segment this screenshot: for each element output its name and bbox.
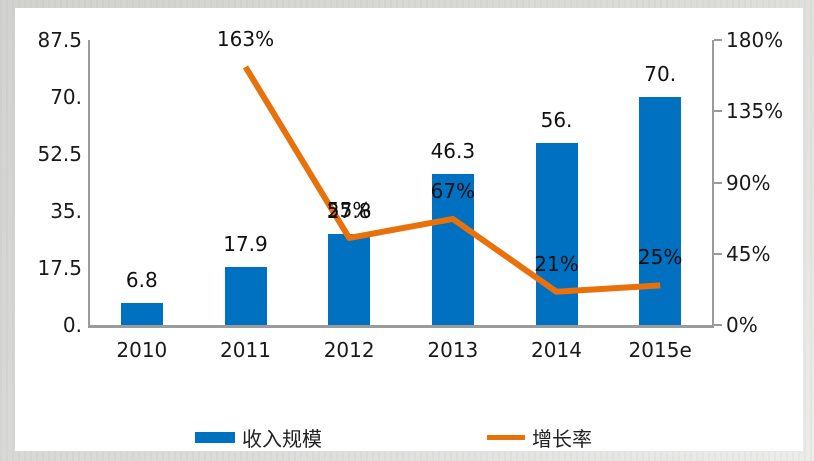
bar-value-label: 70. bbox=[644, 62, 677, 86]
left-axis-line bbox=[88, 40, 90, 325]
right-axis-tick-mark bbox=[714, 39, 722, 41]
bar-value-label: 27.8 bbox=[326, 199, 372, 224]
growth-rate-line bbox=[242, 65, 661, 295]
x-axis-category-label: 2015e bbox=[628, 338, 692, 362]
left-axis-tick-label: 17.5 bbox=[37, 256, 82, 280]
line-series-swatch bbox=[487, 434, 525, 440]
right-axis-tick-mark bbox=[714, 252, 722, 255]
x-axis-category-label: 2010 bbox=[116, 338, 168, 362]
bar-value-label: 6.8 bbox=[125, 267, 158, 292]
right-axis-tick-mark bbox=[714, 181, 722, 184]
left-axis-tick-label: 52.5 bbox=[37, 142, 82, 166]
left-axis-tick-label: 35. bbox=[50, 199, 82, 223]
bar-value-label: 17.9 bbox=[223, 231, 268, 256]
legend-item-growth-rate: 增长率 bbox=[487, 426, 592, 451]
line-value-label: 163% bbox=[216, 26, 275, 51]
line-value-label: 67% bbox=[430, 178, 476, 203]
line-value-label: 21% bbox=[534, 251, 579, 276]
plot-area: 87.5 70. 52.5 35. 17.5 0. 180% 135% 90% 45% 0% 2010… bbox=[15, 8, 803, 451]
revenue-bar bbox=[224, 266, 267, 325]
right-axis-tick-mark bbox=[714, 324, 722, 326]
x-axis-category-label: 2011 bbox=[220, 338, 271, 362]
right-axis-tick-label: 135% bbox=[726, 99, 784, 124]
growth-rate-polyline bbox=[242, 65, 661, 295]
chart-panel: 87.5 70. 52.5 35. 17.5 0. 180% 135% 90% 45% 0% 2010… bbox=[15, 8, 803, 451]
revenue-bar bbox=[328, 234, 371, 325]
right-axis-line bbox=[712, 40, 714, 325]
x-axis-category-label: 2012 bbox=[323, 338, 375, 362]
right-axis-tick-label: 45% bbox=[726, 241, 771, 266]
revenue-bar bbox=[120, 302, 163, 325]
left-axis-tick-label: 70. bbox=[50, 85, 82, 109]
right-axis-tick-mark bbox=[714, 110, 722, 113]
line-value-label: 55% bbox=[326, 197, 372, 222]
legend-label-growth-rate: 增长率 bbox=[532, 426, 592, 451]
bar-value-label: 56. bbox=[540, 107, 573, 132]
x-axis-category-label: 2013 bbox=[427, 338, 479, 362]
revenue-bar bbox=[431, 174, 474, 325]
bar-series-swatch bbox=[195, 431, 235, 443]
left-axis-tick-label: 87.5 bbox=[37, 28, 82, 52]
line-value-label: 25% bbox=[637, 245, 683, 270]
legend-label-revenue: 收入规模 bbox=[242, 426, 322, 451]
right-axis-tick-label: 90% bbox=[726, 170, 771, 195]
legend-item-revenue: 收入规模 bbox=[195, 426, 322, 451]
right-axis-tick-label: 0% bbox=[726, 313, 758, 337]
x-axis-category-label: 2014 bbox=[531, 338, 582, 362]
bar-value-label: 46.3 bbox=[430, 139, 476, 164]
x-axis-line bbox=[88, 325, 714, 328]
left-axis-tick-label: 0. bbox=[62, 313, 82, 337]
right-axis-tick-label: 180% bbox=[726, 28, 784, 52]
